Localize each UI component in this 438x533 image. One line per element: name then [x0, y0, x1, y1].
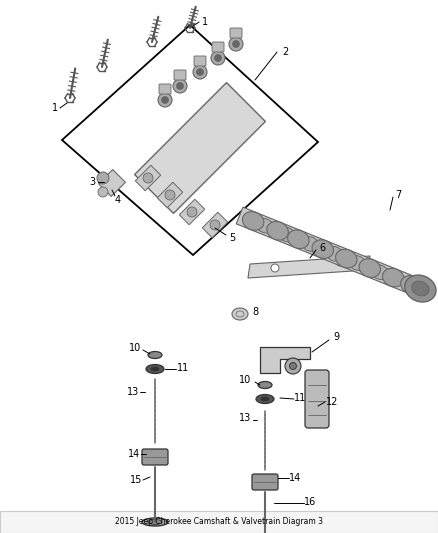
Text: 10: 10 — [129, 343, 141, 353]
Text: 14: 14 — [289, 473, 301, 483]
Polygon shape — [99, 169, 125, 197]
Text: 12: 12 — [326, 397, 338, 407]
Text: 6: 6 — [319, 243, 325, 253]
Ellipse shape — [288, 230, 309, 248]
Text: 1: 1 — [52, 103, 58, 113]
Text: 2: 2 — [282, 47, 288, 57]
Text: 2015 Jeep Cherokee Camshaft & Valvetrain Diagram 3: 2015 Jeep Cherokee Camshaft & Valvetrain… — [115, 518, 323, 527]
Ellipse shape — [401, 276, 422, 294]
FancyBboxPatch shape — [252, 474, 278, 490]
FancyBboxPatch shape — [305, 370, 329, 428]
Ellipse shape — [148, 520, 162, 524]
Ellipse shape — [261, 397, 269, 401]
Circle shape — [290, 362, 297, 369]
Ellipse shape — [300, 237, 320, 252]
Text: 4: 4 — [115, 195, 121, 205]
Polygon shape — [202, 212, 228, 238]
Ellipse shape — [277, 227, 296, 242]
FancyBboxPatch shape — [230, 28, 242, 38]
Circle shape — [193, 65, 207, 79]
Circle shape — [271, 264, 279, 272]
Text: 11: 11 — [294, 393, 306, 403]
FancyBboxPatch shape — [159, 84, 171, 94]
Polygon shape — [248, 256, 370, 278]
Text: 1: 1 — [202, 17, 208, 27]
Ellipse shape — [255, 218, 275, 233]
Circle shape — [210, 220, 220, 230]
FancyBboxPatch shape — [142, 449, 168, 465]
Ellipse shape — [146, 365, 164, 374]
Circle shape — [233, 41, 240, 47]
Circle shape — [97, 172, 109, 184]
Text: 11: 11 — [177, 363, 189, 373]
Circle shape — [165, 190, 175, 200]
Ellipse shape — [258, 382, 272, 389]
Circle shape — [197, 69, 204, 76]
FancyBboxPatch shape — [212, 42, 224, 52]
Text: 7: 7 — [395, 190, 401, 200]
Circle shape — [187, 207, 197, 217]
Circle shape — [211, 51, 225, 65]
Text: 10: 10 — [239, 375, 251, 385]
Bar — [0, 511, 438, 533]
Ellipse shape — [232, 308, 248, 320]
FancyBboxPatch shape — [194, 56, 206, 66]
Text: 14: 14 — [128, 449, 140, 459]
Polygon shape — [179, 199, 205, 225]
Circle shape — [229, 37, 243, 51]
Circle shape — [215, 54, 222, 61]
Polygon shape — [135, 165, 161, 191]
Ellipse shape — [312, 240, 333, 259]
Circle shape — [143, 173, 153, 183]
Circle shape — [158, 93, 172, 107]
Text: 16: 16 — [304, 497, 316, 507]
Text: 9: 9 — [333, 332, 339, 342]
Circle shape — [162, 96, 169, 103]
Polygon shape — [157, 182, 183, 208]
Polygon shape — [260, 347, 310, 373]
Circle shape — [98, 187, 108, 197]
FancyBboxPatch shape — [174, 70, 186, 80]
Text: 3: 3 — [89, 177, 95, 187]
Text: 13: 13 — [239, 413, 251, 423]
Text: 8: 8 — [252, 307, 258, 317]
Ellipse shape — [148, 351, 162, 359]
Text: 5: 5 — [229, 233, 235, 243]
Ellipse shape — [382, 268, 404, 287]
Ellipse shape — [267, 222, 288, 240]
Ellipse shape — [325, 246, 344, 261]
Polygon shape — [236, 207, 424, 297]
Ellipse shape — [336, 249, 357, 268]
Ellipse shape — [151, 367, 159, 371]
Circle shape — [173, 79, 187, 93]
Ellipse shape — [412, 281, 429, 296]
Ellipse shape — [347, 255, 367, 270]
Ellipse shape — [359, 259, 381, 277]
Ellipse shape — [370, 264, 389, 280]
Ellipse shape — [242, 212, 264, 230]
Ellipse shape — [405, 275, 436, 302]
Ellipse shape — [142, 518, 168, 526]
Ellipse shape — [256, 394, 274, 403]
Circle shape — [177, 83, 184, 90]
Text: 15: 15 — [130, 475, 142, 485]
Polygon shape — [134, 83, 265, 213]
Circle shape — [285, 358, 301, 374]
Text: 13: 13 — [127, 387, 139, 397]
Circle shape — [336, 258, 344, 266]
